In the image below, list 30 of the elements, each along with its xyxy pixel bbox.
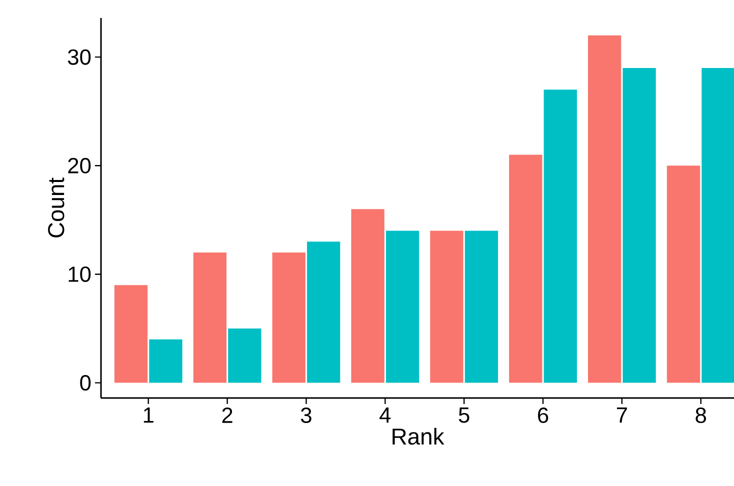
bar (430, 230, 464, 383)
bar (544, 90, 577, 383)
bar (509, 154, 542, 383)
x-tick-label: 7 (616, 408, 627, 423)
x-tick-label: 4 (380, 408, 391, 423)
bar (666, 166, 700, 383)
bar (193, 252, 226, 383)
y-tick-label: 10 (68, 266, 91, 282)
bar (149, 339, 182, 383)
y-tick-label: 20 (68, 158, 91, 174)
y-axis-title: Count (48, 178, 64, 238)
bar (622, 68, 656, 383)
x-tick-label: 3 (300, 408, 312, 424)
bar (228, 328, 262, 383)
bar (272, 252, 306, 383)
bar (386, 230, 420, 383)
x-tick-label: 6 (538, 408, 548, 424)
bar (114, 285, 148, 383)
bar (588, 35, 622, 383)
x-tick-label: 2 (222, 408, 232, 423)
x-tick-label: 5 (458, 408, 470, 423)
bar (307, 242, 340, 383)
bar (464, 230, 498, 383)
x-axis-title: Rank (392, 428, 444, 445)
x-tick-label: 8 (696, 408, 706, 424)
y-tick-label: 0 (80, 375, 91, 391)
bar (702, 68, 734, 383)
y-tick-label: 30 (68, 49, 91, 65)
bar (351, 209, 384, 383)
x-tick-label: 1 (144, 408, 154, 423)
